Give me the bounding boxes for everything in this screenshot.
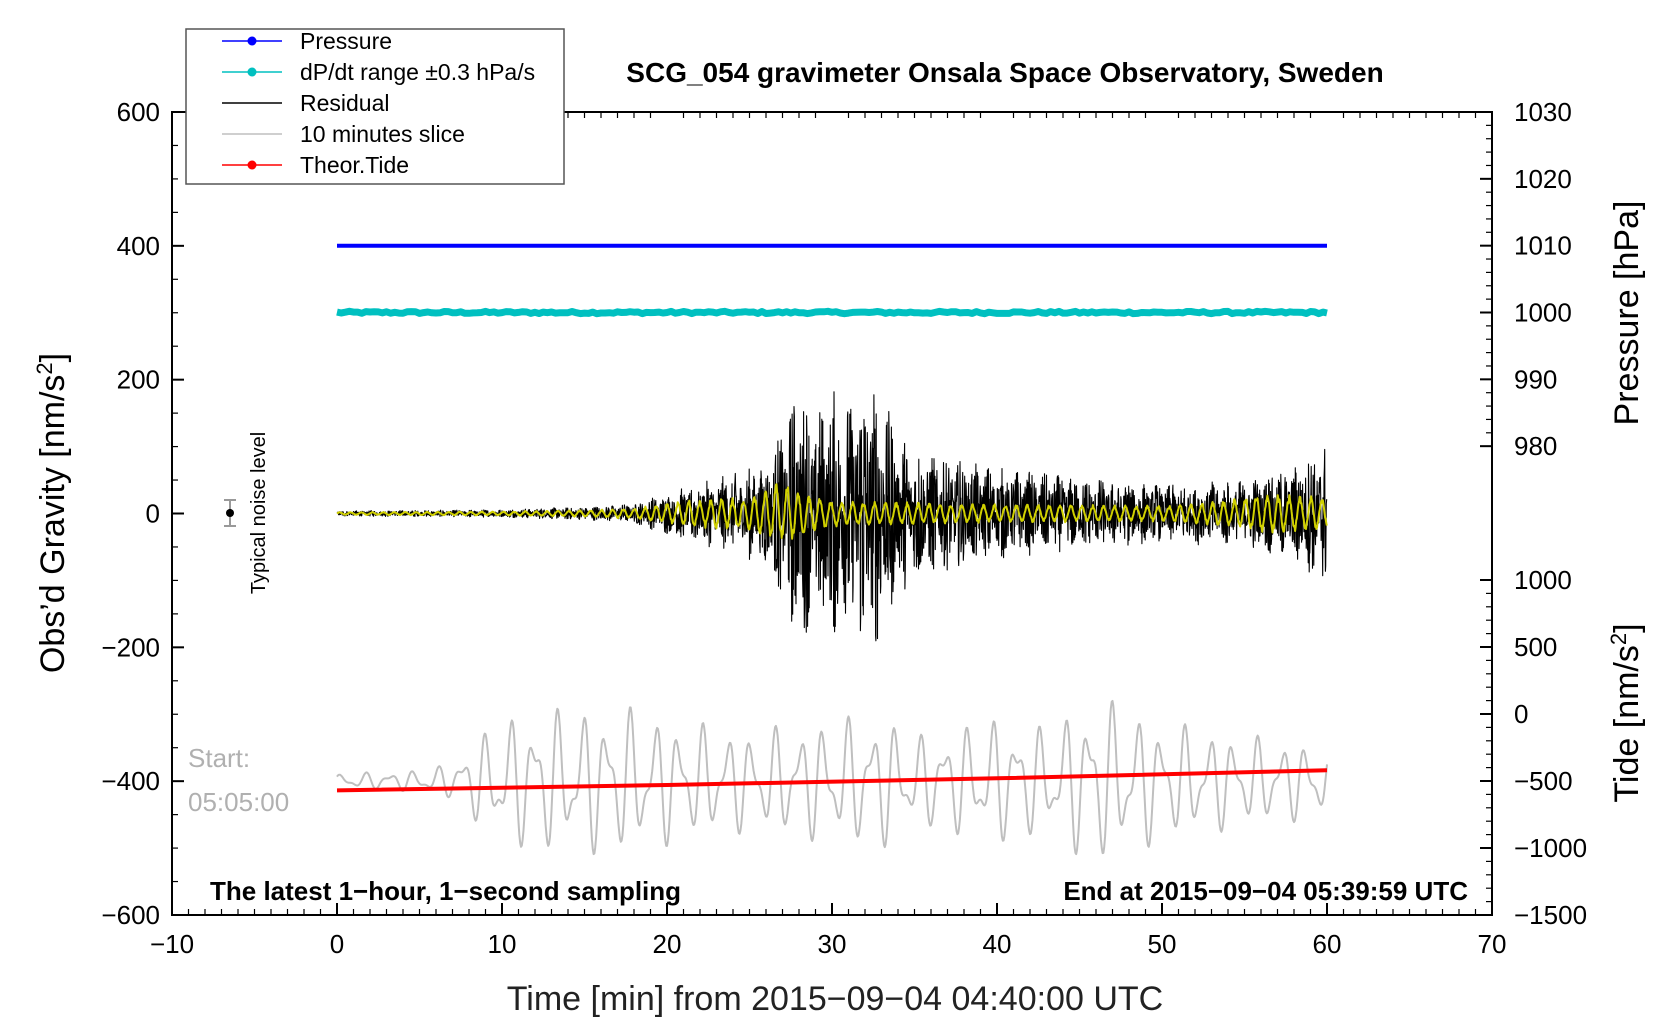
x-tick-label: 10 (488, 929, 517, 959)
y-tide-tick-label: 0 (1514, 699, 1528, 729)
y-left-tick-label: −600 (101, 900, 160, 930)
noise-level-marker: Typical noise level (224, 432, 270, 594)
y-axis-label-pressure: Pressure [hPa] (1608, 201, 1646, 426)
series-line-dp-dt-range-0-3-hpa-s (336, 307, 1328, 318)
y-axis-label-left-sup: 2 (32, 362, 57, 374)
y-tide-tick-label: −1500 (1514, 900, 1587, 930)
series-line-residual (336, 391, 1328, 642)
legend-label: Pressure (300, 28, 392, 54)
noise-level-label: Typical noise level (248, 432, 270, 594)
y-left-tick-label: −200 (101, 632, 160, 662)
sampling-note: The latest 1−hour, 1−second sampling (210, 876, 681, 906)
y-pressure-tick-label: 990 (1514, 364, 1557, 394)
y-pressure-tick-label: 1020 (1514, 164, 1572, 194)
y-pressure-tick-label: 980 (1514, 431, 1557, 461)
x-tick-label: −10 (150, 929, 194, 959)
legend: Pressure dP/dt range ±0.3 hPa/s Residual 10… (185, 28, 565, 185)
y-axis-label-left: Obs’d Gravity [nm/s2] (32, 353, 72, 673)
legend-label: dP/dt range ±0.3 hPa/s (300, 59, 535, 85)
x-tick-label: 50 (1148, 929, 1177, 959)
start-time: 05:05:00 (188, 787, 289, 817)
y-pressure-tick-label: 1000 (1514, 298, 1572, 328)
y-tide-tick-label: 1000 (1514, 565, 1572, 595)
axes-layer: −10 0 10 20 30 40 50 60 706004002000−200−400−600… (101, 97, 1587, 959)
y-axis-label-tide-sup: 2 (1606, 633, 1631, 645)
legend-label: Residual (300, 90, 390, 116)
legend-label: 10 minutes slice (300, 121, 465, 147)
x-tick-label: 20 (653, 929, 682, 959)
x-tick-label: 40 (983, 929, 1012, 959)
y-left-tick-label: 0 (146, 499, 160, 529)
x-tick-label: 0 (330, 929, 344, 959)
start-label: Start: (188, 743, 250, 773)
x-axis-label: Time [min] from 2015−09−04 04:40:00 UTC (507, 980, 1163, 1018)
y-tide-tick-label: −500 (1514, 766, 1573, 796)
series-line-theor-tide (336, 768, 1328, 793)
legend-box (185, 28, 565, 185)
x-tick-label: 70 (1478, 929, 1507, 959)
y-pressure-tick-label: 1030 (1514, 97, 1572, 127)
series-line-filtered-residual (336, 483, 1328, 540)
legend-marker (247, 36, 257, 46)
legend-label: Theor.Tide (300, 152, 409, 178)
end-time-note: End at 2015−09−04 05:39:59 UTC (1063, 876, 1468, 906)
y-left-tick-label: −400 (101, 766, 160, 796)
y-tide-tick-label: −1000 (1514, 833, 1587, 863)
legend-marker (247, 67, 257, 77)
noise-level-point (226, 509, 234, 517)
y-tide-tick-label: 500 (1514, 632, 1557, 662)
series-line-10-minutes-slice (336, 699, 1328, 856)
y-axis-label-tide-tail: ] (1608, 623, 1646, 632)
y-axis-label-left-main: Obs’d Gravity [nm/s (34, 375, 72, 674)
legend-marker (247, 160, 257, 170)
y-left-tick-label: 400 (117, 231, 160, 261)
y-axis-label-left-tail: ] (34, 353, 72, 362)
y-left-tick-label: 200 (117, 365, 160, 395)
y-axis-label-tide-main: Tide [nm/s (1608, 645, 1646, 802)
x-tick-label: 30 (818, 929, 847, 959)
x-tick-label: 60 (1313, 929, 1342, 959)
y-left-tick-label: 600 (117, 97, 160, 127)
y-axis-label-tide: Tide [nm/s2] (1606, 623, 1646, 802)
chart-title: SCG_054 gravimeter Onsala Space Observat… (626, 57, 1383, 88)
data-series-layer (336, 243, 1328, 856)
y-pressure-tick-label: 1010 (1514, 231, 1572, 261)
